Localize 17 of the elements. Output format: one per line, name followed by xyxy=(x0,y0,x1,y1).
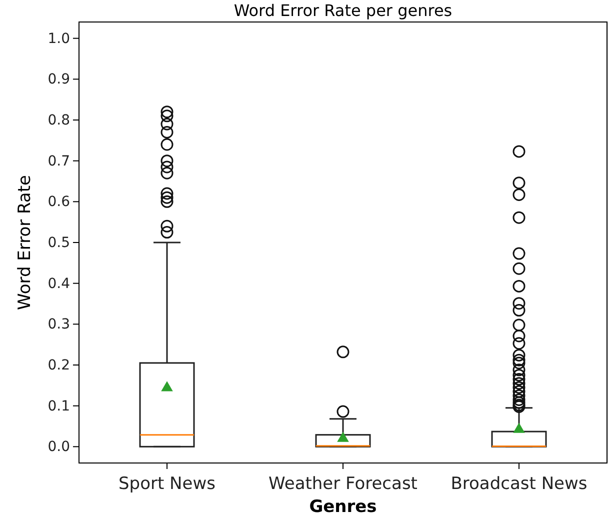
x-tick-label: Weather Forecast xyxy=(268,474,418,494)
x-tick-label: Broadcast News xyxy=(450,474,588,494)
y-axis-title: Word Error Rate xyxy=(15,175,35,310)
y-tick-label: 0.3 xyxy=(48,316,70,333)
x-axis-title: Genres xyxy=(309,497,377,517)
x-tick-label: Sport News xyxy=(118,474,216,494)
y-tick-label: 0.8 xyxy=(48,112,70,128)
y-tick-label: 0.9 xyxy=(48,72,70,88)
y-tick-label: 0.1 xyxy=(48,398,70,414)
y-tick-label: 0.0 xyxy=(48,439,70,456)
y-tick-label: 0.7 xyxy=(48,153,70,170)
y-tick-label: 1.0 xyxy=(48,30,70,47)
y-tick-label: 0.4 xyxy=(48,276,70,292)
y-tick-label: 0.2 xyxy=(48,357,70,374)
y-tick-label: 0.5 xyxy=(48,234,70,251)
chart-title: Word Error Rate per genres xyxy=(234,1,452,20)
y-tick-label: 0.6 xyxy=(48,194,70,210)
